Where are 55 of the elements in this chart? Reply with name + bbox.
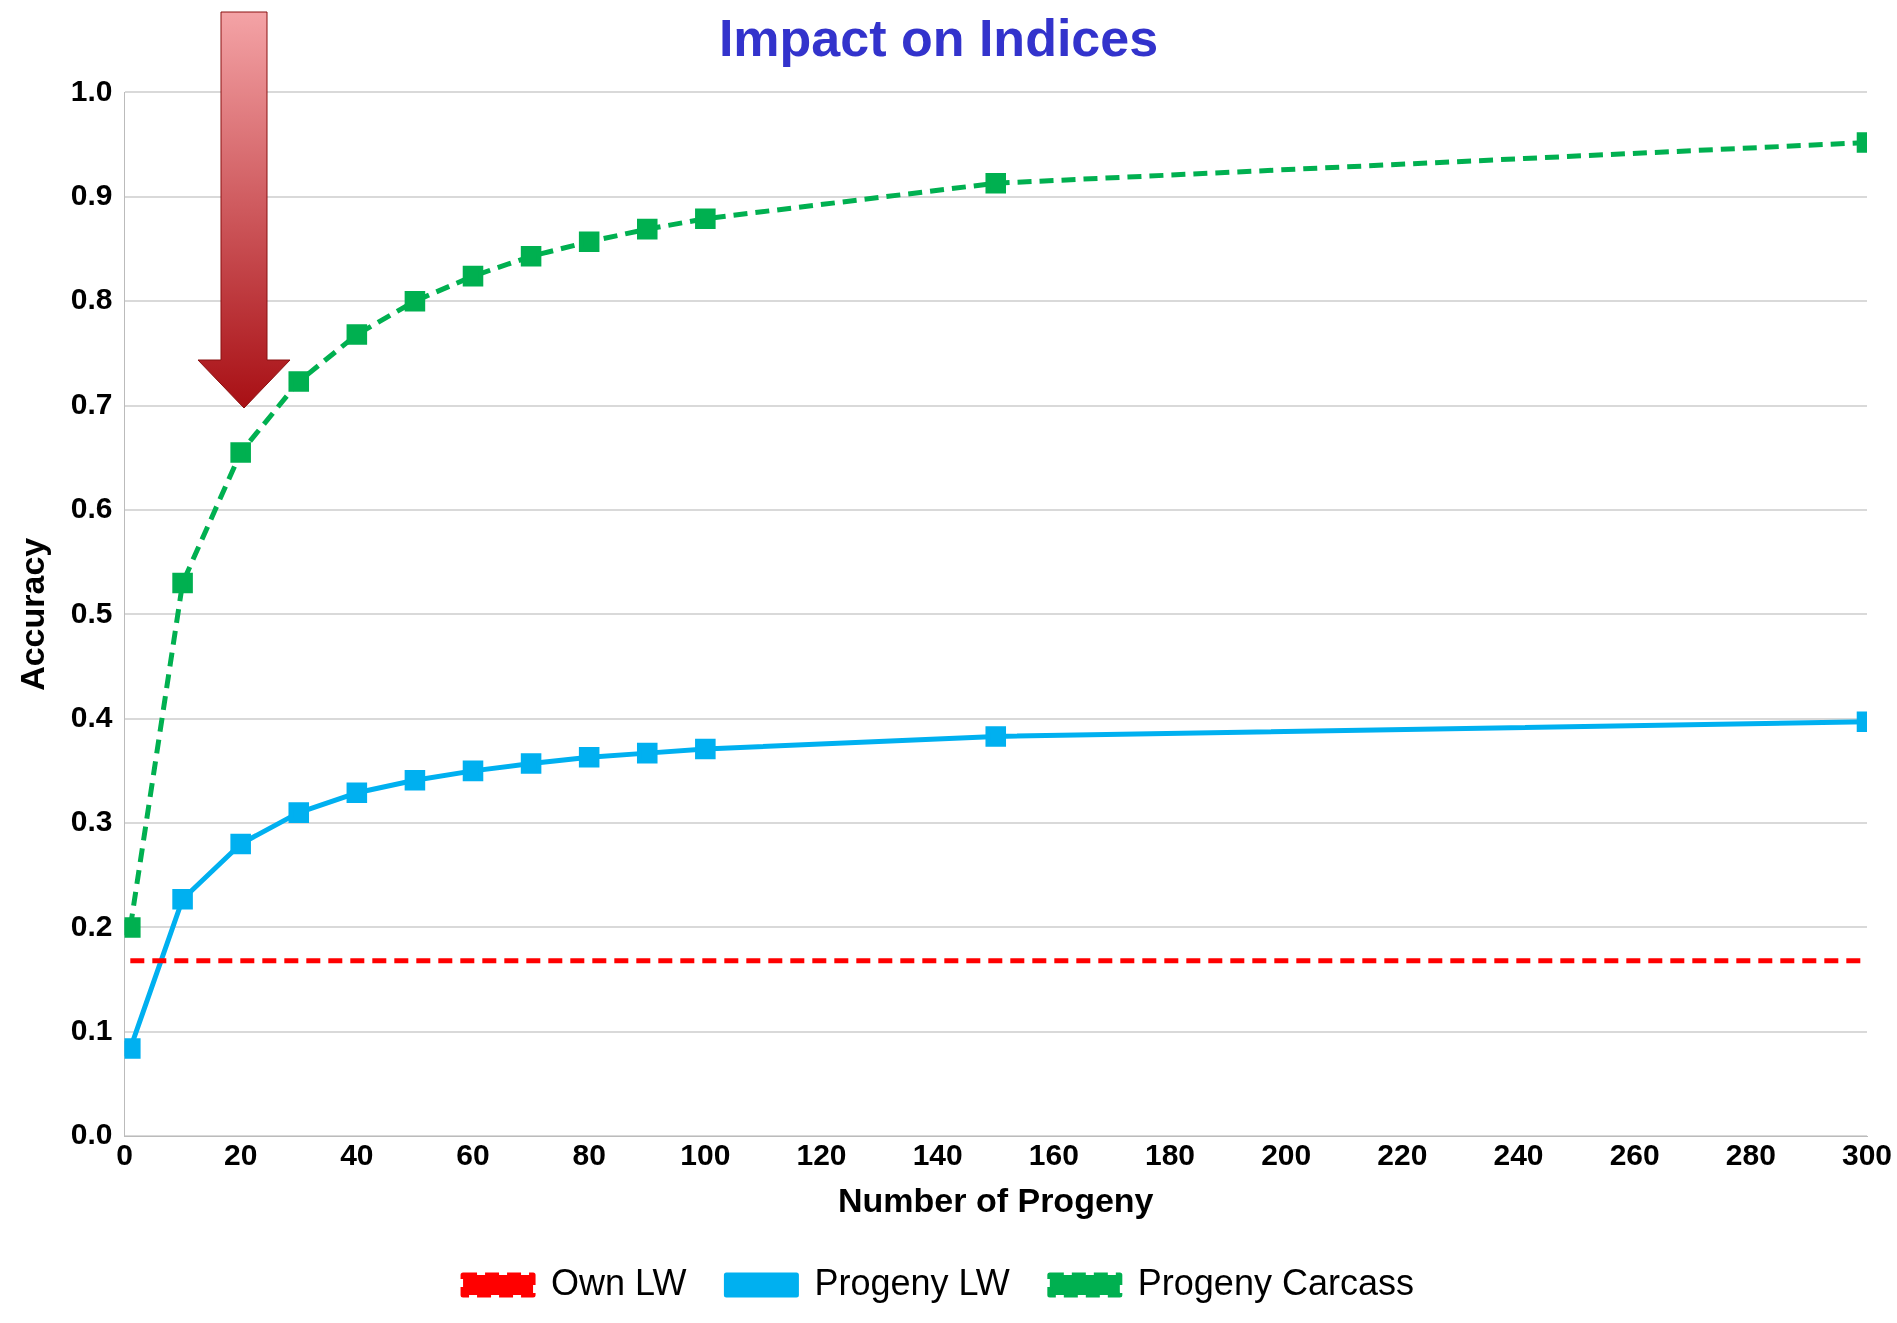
x-axis-title: Number of Progeny <box>838 1180 1154 1219</box>
x-tick-label: 40 <box>340 1138 374 1172</box>
y-axis-title: Accuracy <box>12 537 51 691</box>
y-tick-label: 0.9 <box>70 178 113 212</box>
point <box>636 742 658 764</box>
x-tick-label: 0 <box>116 1138 133 1172</box>
x-tick-label: 80 <box>572 1138 606 1172</box>
y-tick-label: 0.7 <box>70 386 113 420</box>
x-tick-label: 240 <box>1493 1138 1544 1172</box>
point <box>520 753 542 774</box>
point <box>578 747 600 768</box>
point <box>462 265 484 287</box>
y-tick-label: 0.8 <box>70 282 113 316</box>
y-tick-label: 0.0 <box>70 1117 113 1151</box>
point <box>230 442 251 463</box>
point <box>404 290 426 312</box>
point <box>695 738 716 760</box>
point <box>404 769 426 791</box>
point <box>985 726 1007 747</box>
chart-title: Impact on Indices <box>718 8 1159 67</box>
x-tick-label: 260 <box>1609 1138 1660 1172</box>
point <box>172 572 193 594</box>
y-tick-label: 0.2 <box>70 908 113 942</box>
x-tick-label: 200 <box>1261 1138 1312 1172</box>
x-tick-label: 120 <box>796 1138 847 1172</box>
point <box>288 371 310 392</box>
point <box>230 833 251 855</box>
point <box>985 172 1007 194</box>
y-tick-label: 1.0 <box>70 73 113 107</box>
legend-label: Own LW <box>551 1261 687 1303</box>
x-tick-label: 20 <box>223 1138 258 1172</box>
x-tick-label: 300 <box>1841 1138 1893 1172</box>
legend-label: Progeny Carcass <box>1137 1261 1414 1303</box>
y-tick-label: 0.5 <box>70 595 113 629</box>
x-tick-label: 160 <box>1028 1138 1079 1172</box>
point <box>578 231 600 252</box>
x-tick-label: 100 <box>680 1138 731 1172</box>
y-tick-label: 0.1 <box>70 1013 113 1047</box>
point <box>172 888 193 910</box>
x-tick-label: 280 <box>1725 1138 1776 1172</box>
x-tick-label: 220 <box>1377 1138 1428 1172</box>
y-tick-label: 0.3 <box>70 804 113 838</box>
x-tick-label: 180 <box>1144 1138 1196 1172</box>
y-tick-label: 0.4 <box>70 699 113 733</box>
x-tick-label: 60 <box>456 1138 490 1172</box>
point <box>346 782 368 804</box>
point <box>520 246 542 267</box>
point <box>346 324 368 345</box>
y-tick-label: 0.6 <box>70 491 113 525</box>
legend-label: Progeny LW <box>814 1261 1010 1303</box>
point <box>462 760 484 782</box>
point <box>695 208 716 229</box>
x-tick-label: 140 <box>912 1138 963 1172</box>
point <box>636 218 658 240</box>
point <box>288 802 310 823</box>
